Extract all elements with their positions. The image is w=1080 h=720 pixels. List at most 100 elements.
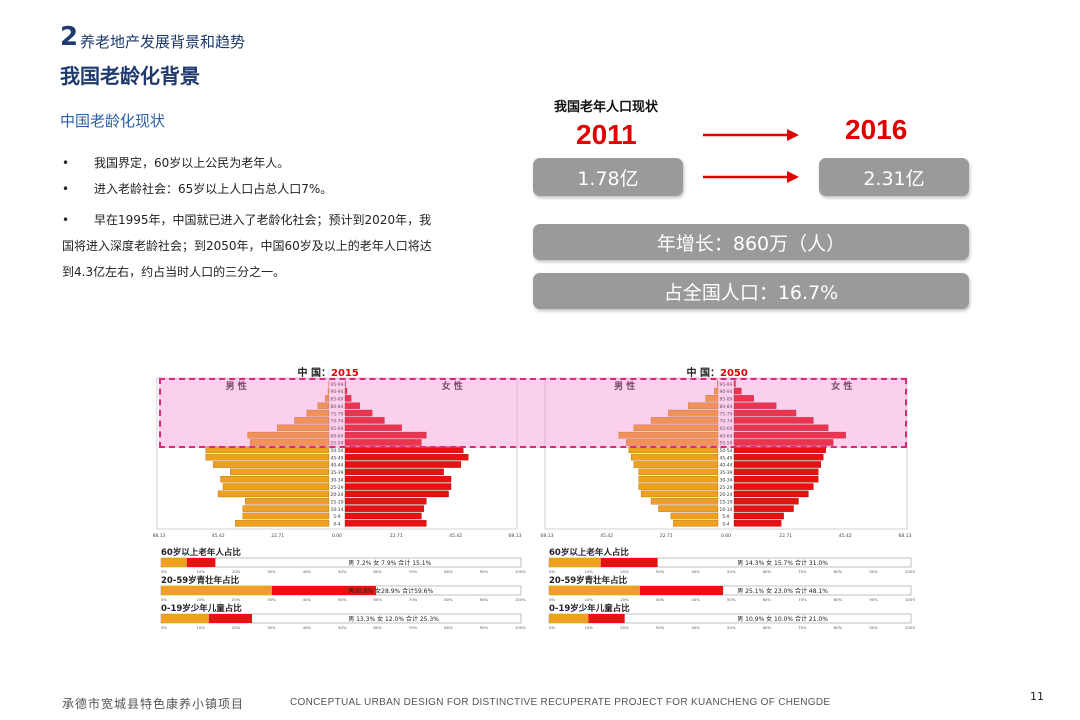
summary-values: 男 7.2% 女 7.9% 合计 15.1% — [348, 559, 431, 567]
axis-tick-label: 45.42 — [449, 533, 462, 539]
scale-tick-label: 30% — [267, 569, 276, 574]
scale-tick-label: 0% — [161, 597, 167, 602]
male-bar — [688, 402, 719, 409]
age-group-label: 80-84 — [719, 404, 732, 410]
summary-values: 男30.8% 女28.9% 合计59.6% — [348, 587, 433, 595]
scale-tick-label: 40% — [691, 597, 700, 602]
summary-male-bar — [549, 558, 601, 567]
scale-tick-label: 30% — [656, 569, 665, 574]
female-bar — [344, 505, 425, 512]
age-group-label: 50-54 — [719, 448, 732, 454]
age-group-label: 90-94 — [330, 389, 343, 395]
female-bar — [344, 402, 360, 409]
age-group-label: 50-54 — [330, 448, 343, 454]
male-bar — [325, 395, 330, 402]
summary-male-bar — [161, 558, 187, 567]
male-bar — [618, 431, 719, 439]
scale-tick-label: 60% — [373, 625, 382, 630]
bullet-item: • 早在1995年，中国就已进入了老龄化社会；预计到2020年，我国将进入深度老龄… — [62, 207, 442, 285]
annual-growth-box: 年增长：860万（人） — [533, 224, 969, 260]
scale-tick-label: 60% — [763, 569, 772, 574]
scale-tick-label: 20% — [232, 597, 241, 602]
pyramid-title: 中 国： — [298, 366, 331, 379]
female-bar — [733, 417, 814, 424]
age-group-label: 65-69 — [330, 426, 343, 432]
scale-tick-label: 90% — [480, 597, 489, 602]
summary-female-bar — [208, 614, 253, 623]
male-bar — [670, 512, 719, 520]
male-bar — [638, 468, 719, 476]
pyramid-frame — [544, 377, 908, 530]
age-group-label: 85-89 — [719, 397, 732, 403]
female-bar — [344, 424, 402, 432]
scale-tick-label: 20% — [232, 625, 241, 630]
female-bar — [733, 461, 821, 468]
population-pyramid-chart: 中 国： 2015男 性女 性95-9990-9485-8980-8475-797… — [153, 366, 912, 539]
axis-tick-label: 68.13 — [899, 533, 912, 539]
male-bar — [222, 483, 330, 490]
female-bar — [733, 387, 742, 395]
value-box-2016: 2.31亿 — [819, 158, 969, 196]
age-group-label: 20-24 — [330, 492, 343, 498]
male-bar — [658, 505, 719, 512]
male-bar — [306, 409, 330, 417]
female-bar — [344, 476, 452, 483]
scale-tick-label: 50% — [727, 569, 736, 574]
summary-male-bar — [161, 614, 209, 623]
male-bar — [650, 498, 719, 505]
scale-tick-label: 20% — [620, 625, 629, 630]
population-share-box: 占全国人口：16.7% — [533, 273, 969, 309]
scale-tick-label: 10% — [196, 597, 205, 602]
scale-tick-label: 80% — [834, 597, 843, 602]
scale-tick-label: 70% — [409, 569, 418, 574]
summary-female-bar — [639, 586, 724, 595]
age-group-label: 65-69 — [719, 426, 732, 432]
section-number: 2 — [60, 22, 79, 52]
female-bar — [344, 453, 469, 461]
age-group-label: 15-19 — [330, 499, 343, 505]
age-group-label: 70-74 — [719, 419, 732, 425]
axis-tick-label: 22.71 — [271, 533, 284, 539]
scale-tick-label: 50% — [338, 597, 347, 602]
female-bar — [344, 468, 444, 476]
age-group-label: 25-29 — [719, 485, 732, 491]
scale-tick-label: 90% — [869, 597, 878, 602]
scale-tick-label: 10% — [196, 569, 205, 574]
male-bar — [705, 395, 719, 402]
summary-row-label: 20-59岁青壮年占比 — [549, 575, 628, 586]
bullet-text: 进入老龄社会：65岁以上人口占总人口7%。 — [94, 182, 333, 196]
bullet-item: • 进入老龄社会：65岁以上人口占总人口7%。 — [62, 176, 442, 202]
male-bar — [277, 424, 330, 432]
age-group-label: 90-94 — [719, 389, 732, 395]
axis-tick-label: 0.00 — [721, 533, 731, 539]
axis-tick-label: 45.42 — [212, 533, 225, 539]
age-group-label: 40-44 — [719, 463, 732, 469]
female-bar — [733, 439, 834, 446]
scale-tick-label: 70% — [798, 597, 807, 602]
scale-tick-label: 100% — [905, 569, 915, 574]
female-bar — [344, 498, 427, 505]
scale-tick-label: 30% — [267, 597, 276, 602]
scale-tick-label: 10% — [585, 625, 594, 630]
female-bar — [733, 409, 797, 417]
scale-tick-label: 20% — [232, 569, 241, 574]
female-bar — [733, 476, 819, 483]
age-group-label: 5-9 — [333, 514, 340, 520]
footer-project-name: 承德市宽城县特色康养小镇项目 — [62, 697, 245, 711]
bullet-dot-icon: • — [62, 182, 70, 196]
age-group-label: 0-4 — [333, 522, 340, 528]
scale-tick-label: 40% — [303, 625, 312, 630]
male-bar — [626, 439, 719, 446]
scale-tick-label: 80% — [444, 625, 453, 630]
age-group-label: 45-49 — [719, 455, 732, 461]
scale-tick-label: 80% — [444, 569, 453, 574]
age-group-label: 20-24 — [719, 492, 732, 498]
age-group-label: 60-64 — [719, 433, 732, 439]
age-group-label: 95-99 — [330, 382, 343, 388]
year-2016: 2016 — [845, 114, 908, 145]
age-group-label: 80-84 — [330, 404, 343, 410]
bullet-text: 早在1995年，中国就已进入了老龄化社会；预计到2020年，我国将进入深度老龄社… — [62, 213, 432, 279]
scale-tick-label: 60% — [763, 625, 772, 630]
age-group-label: 95-99 — [719, 382, 732, 388]
